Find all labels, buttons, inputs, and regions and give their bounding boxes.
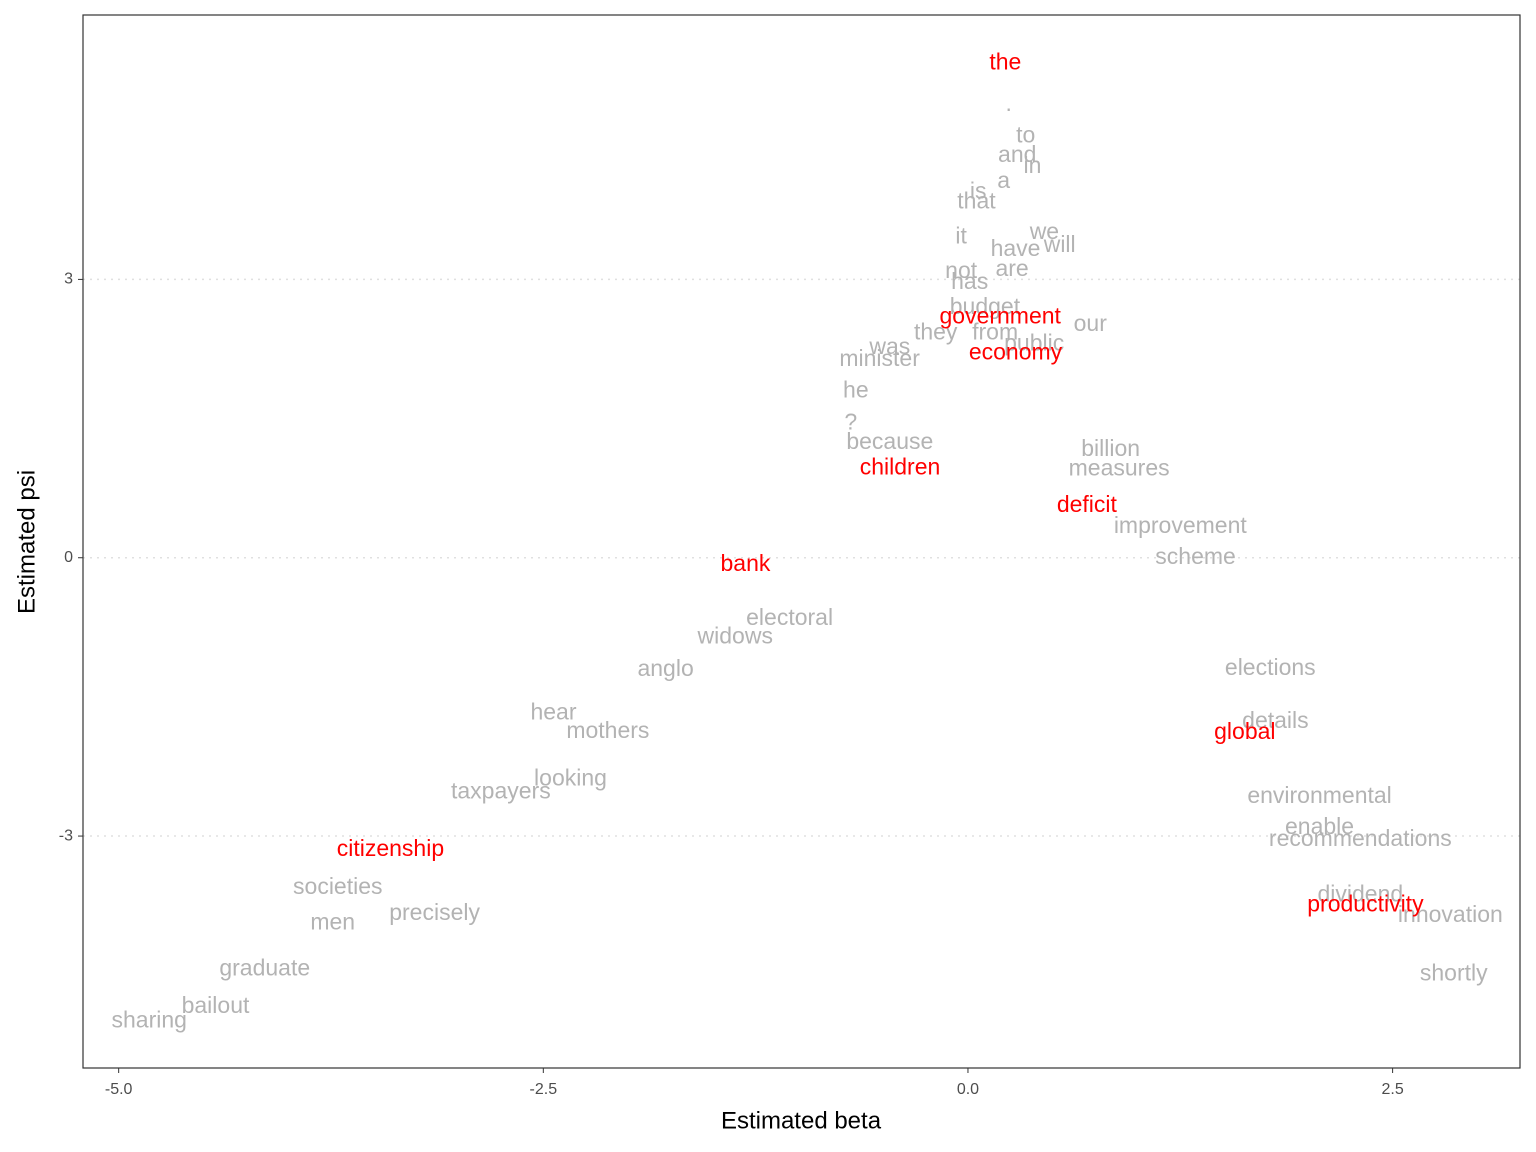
word-point: mothers [566, 717, 649, 743]
word-point: innovation [1398, 901, 1503, 927]
word-point: to [1016, 122, 1035, 148]
x-tick-label: -2.5 [530, 1081, 558, 1098]
word-point: economy [969, 339, 1063, 365]
x-tick-label: -5.0 [105, 1081, 133, 1098]
word-point: citizenship [337, 835, 444, 861]
word-point: global [1214, 718, 1275, 744]
word-point: widows [697, 623, 773, 649]
word-point: dividend [1317, 881, 1403, 907]
word-point: ? [844, 408, 857, 434]
word-point: and [998, 141, 1036, 167]
word-point: shortly [1420, 959, 1488, 985]
word-point: looking [534, 765, 607, 791]
word-point: minister [839, 345, 920, 371]
word-point: . [1006, 90, 1012, 116]
word-point: a [997, 167, 1010, 193]
word-point: our [1074, 310, 1108, 336]
word-point: bank [721, 550, 771, 576]
word-point: details [1242, 707, 1308, 733]
word-point: taxpayers [451, 778, 551, 804]
word-point: the [989, 48, 1021, 74]
word-point: government [939, 303, 1061, 329]
word-point: in [1024, 152, 1042, 178]
word-point: that [957, 187, 996, 213]
y-axis-title: Estimated psi [13, 470, 40, 614]
word-point: improvement [1114, 512, 1248, 538]
word-point: bailout [182, 992, 250, 1018]
word-point: budget [950, 293, 1021, 319]
word-point: productivity [1307, 891, 1424, 917]
word-point: not [945, 257, 978, 283]
word-point: scheme [1155, 543, 1236, 569]
word-point: children [860, 454, 941, 480]
word-point: they [914, 318, 958, 344]
word-point: enable [1285, 813, 1354, 839]
word-point: will [1043, 231, 1076, 257]
y-tick-label: 3 [64, 271, 73, 288]
x-axis-title: Estimated beta [721, 1107, 882, 1134]
word-point: is [970, 177, 987, 203]
word-point: from [972, 318, 1018, 344]
word-point: graduate [219, 955, 310, 981]
word-point: electoral [746, 604, 833, 630]
panel-border [82, 14, 1521, 1069]
word-point: has [951, 268, 988, 294]
word-point: sharing [112, 1007, 187, 1033]
word-point: men [310, 908, 355, 934]
panel [83, 15, 1520, 1068]
word-point: was [868, 333, 910, 359]
y-tick-label: -3 [59, 827, 73, 844]
word-point: precisely [389, 899, 480, 925]
word-point: we [1029, 218, 1059, 244]
word-point: are [995, 255, 1028, 281]
word-point: he [843, 377, 869, 403]
word-point: measures [1069, 455, 1170, 481]
x-tick-label: 2.5 [1381, 1081, 1403, 1098]
word-point: societies [293, 873, 382, 899]
word-point: it [955, 223, 967, 249]
word-point: deficit [1057, 491, 1118, 517]
word-point: public [1004, 329, 1064, 355]
y-tick-label: 0 [64, 549, 73, 566]
word-point: billion [1081, 435, 1140, 461]
word-point: because [846, 428, 933, 454]
word-point: anglo [637, 655, 693, 681]
word-point: elections [1225, 654, 1316, 680]
word-point: hear [530, 699, 576, 725]
word-point: have [991, 235, 1041, 261]
word-point: environmental [1247, 782, 1391, 808]
x-tick-label: 0.0 [957, 1081, 979, 1098]
word-point: recommendations [1269, 825, 1452, 851]
